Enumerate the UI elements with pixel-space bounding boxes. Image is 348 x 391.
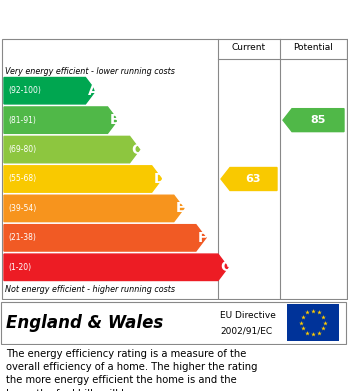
- Text: D: D: [154, 172, 165, 186]
- Text: Very energy efficient - lower running costs: Very energy efficient - lower running co…: [5, 66, 175, 75]
- Polygon shape: [4, 136, 140, 163]
- Text: F: F: [198, 231, 207, 245]
- Text: 85: 85: [310, 115, 326, 125]
- Bar: [287, 304, 339, 341]
- Text: 63: 63: [246, 174, 261, 184]
- Text: (39-54): (39-54): [8, 204, 36, 213]
- Text: EU Directive: EU Directive: [220, 311, 276, 320]
- Polygon shape: [4, 195, 184, 222]
- Text: (69-80): (69-80): [8, 145, 36, 154]
- Text: A: A: [87, 84, 98, 98]
- Polygon shape: [4, 254, 228, 280]
- Text: G: G: [220, 260, 231, 274]
- Text: (21-38): (21-38): [8, 233, 36, 242]
- Text: (92-100): (92-100): [8, 86, 41, 95]
- Text: C: C: [132, 143, 142, 156]
- Text: England & Wales: England & Wales: [6, 314, 163, 332]
- Polygon shape: [283, 109, 344, 132]
- Polygon shape: [4, 107, 118, 133]
- Text: The energy efficiency rating is a measure of the
overall efficiency of a home. T: The energy efficiency rating is a measur…: [6, 349, 258, 391]
- Text: B: B: [110, 113, 120, 127]
- Text: Potential: Potential: [294, 43, 333, 52]
- Text: (55-68): (55-68): [8, 174, 36, 183]
- Text: 2002/91/EC: 2002/91/EC: [220, 326, 272, 335]
- Text: Not energy efficient - higher running costs: Not energy efficient - higher running co…: [5, 285, 175, 294]
- Text: Energy Efficiency Rating: Energy Efficiency Rating: [8, 11, 218, 27]
- Polygon shape: [221, 167, 277, 190]
- Polygon shape: [4, 77, 95, 104]
- Text: (81-91): (81-91): [8, 116, 36, 125]
- Polygon shape: [4, 166, 162, 192]
- Text: (1-20): (1-20): [8, 263, 31, 272]
- Text: E: E: [176, 201, 185, 215]
- Text: Current: Current: [232, 43, 266, 52]
- Polygon shape: [4, 225, 206, 251]
